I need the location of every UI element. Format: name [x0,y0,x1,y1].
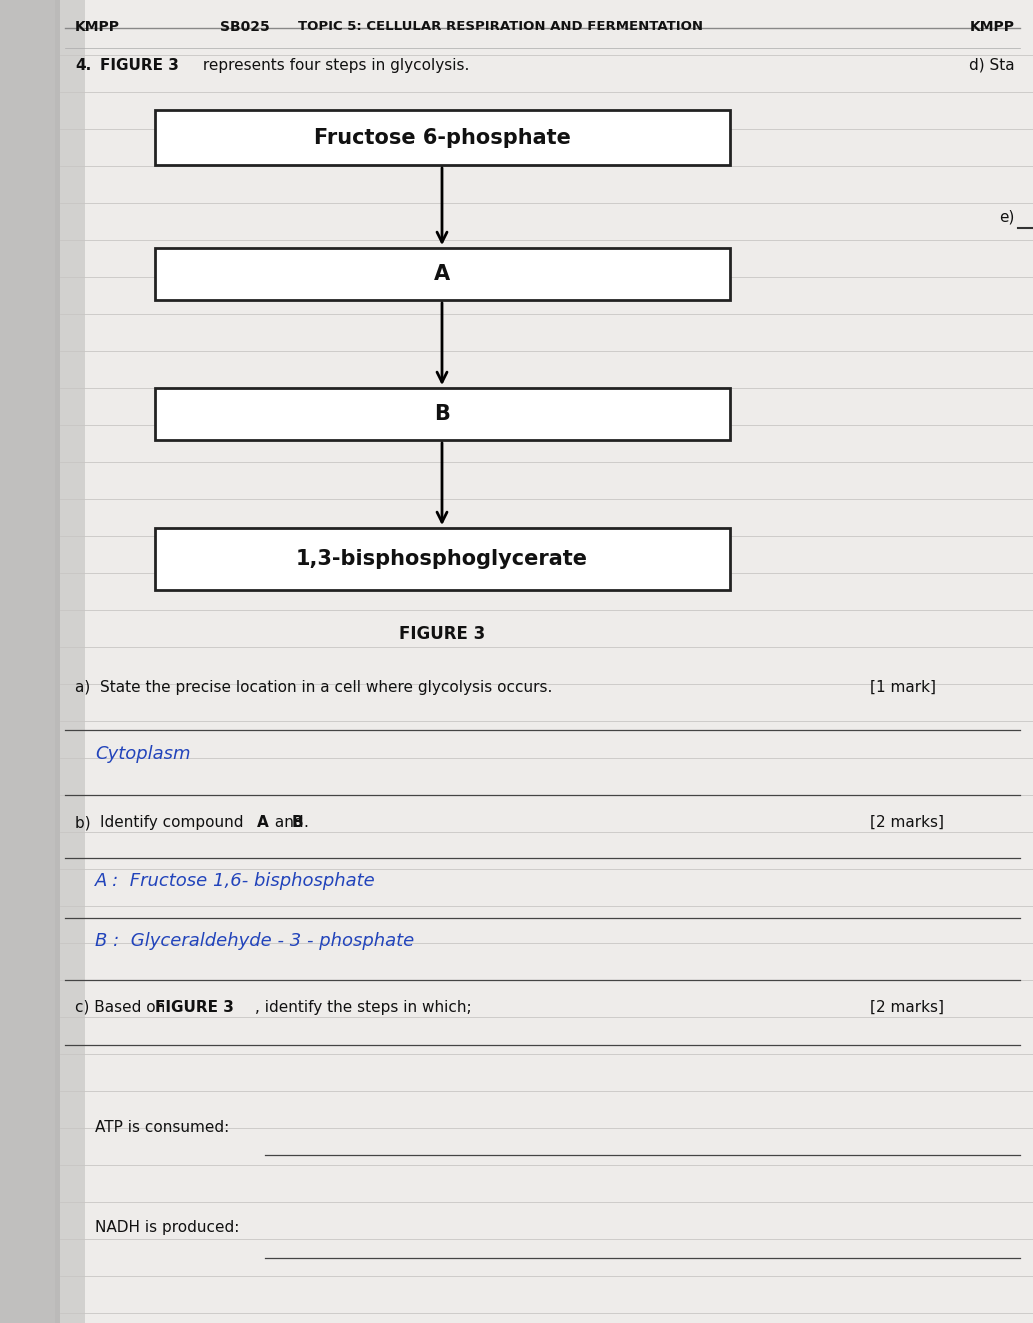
Text: [2 marks]: [2 marks] [870,1000,944,1015]
Text: and: and [270,815,309,830]
Text: State the precise location in a cell where glycolysis occurs.: State the precise location in a cell whe… [100,680,553,695]
Text: A: A [257,815,269,830]
Bar [55,0,85,1323]
Text: FIGURE 3: FIGURE 3 [399,624,486,643]
Bar [155,110,730,165]
Text: KMPP: KMPP [970,20,1015,34]
Text: B :  Glyceraldehyde - 3 - phosphate: B : Glyceraldehyde - 3 - phosphate [95,931,414,950]
Bar [155,528,730,590]
Text: B: B [434,404,450,423]
Bar [155,247,730,300]
Bar [0,0,60,1323]
Text: , identify the steps in which;: , identify the steps in which; [255,1000,472,1015]
Text: A: A [434,265,450,284]
Text: [2 marks]: [2 marks] [870,815,944,830]
Bar [155,388,730,441]
Text: represents four steps in glycolysis.: represents four steps in glycolysis. [198,58,469,73]
Text: b): b) [75,815,95,830]
Text: 1,3-bisphosphoglycerate: 1,3-bisphosphoglycerate [296,549,588,569]
Text: [1 mark]: [1 mark] [870,680,936,695]
Text: SB025: SB025 [220,20,270,34]
Text: TOPIC 5: CELLULAR RESPIRATION AND FERMENTATION: TOPIC 5: CELLULAR RESPIRATION AND FERMEN… [298,20,702,33]
Text: FIGURE 3: FIGURE 3 [100,58,179,73]
Text: FIGURE 3: FIGURE 3 [155,1000,233,1015]
Text: NADH is produced:: NADH is produced: [95,1220,240,1234]
Text: d) Sta: d) Sta [969,58,1015,73]
Text: a): a) [75,680,95,695]
Text: KMPP: KMPP [75,20,120,34]
Text: A :  Fructose 1,6- bisphosphate: A : Fructose 1,6- bisphosphate [95,872,376,890]
Text: B: B [292,815,304,830]
Text: .: . [303,815,308,830]
Text: Fructose 6-phosphate: Fructose 6-phosphate [314,127,570,147]
Text: e): e) [1000,210,1015,225]
Text: Identify compound: Identify compound [100,815,248,830]
Text: Cytoplasm: Cytoplasm [95,745,190,763]
Text: ATP is consumed:: ATP is consumed: [95,1121,229,1135]
Text: c) Based on: c) Based on [75,1000,170,1015]
Text: 4.: 4. [75,58,91,73]
